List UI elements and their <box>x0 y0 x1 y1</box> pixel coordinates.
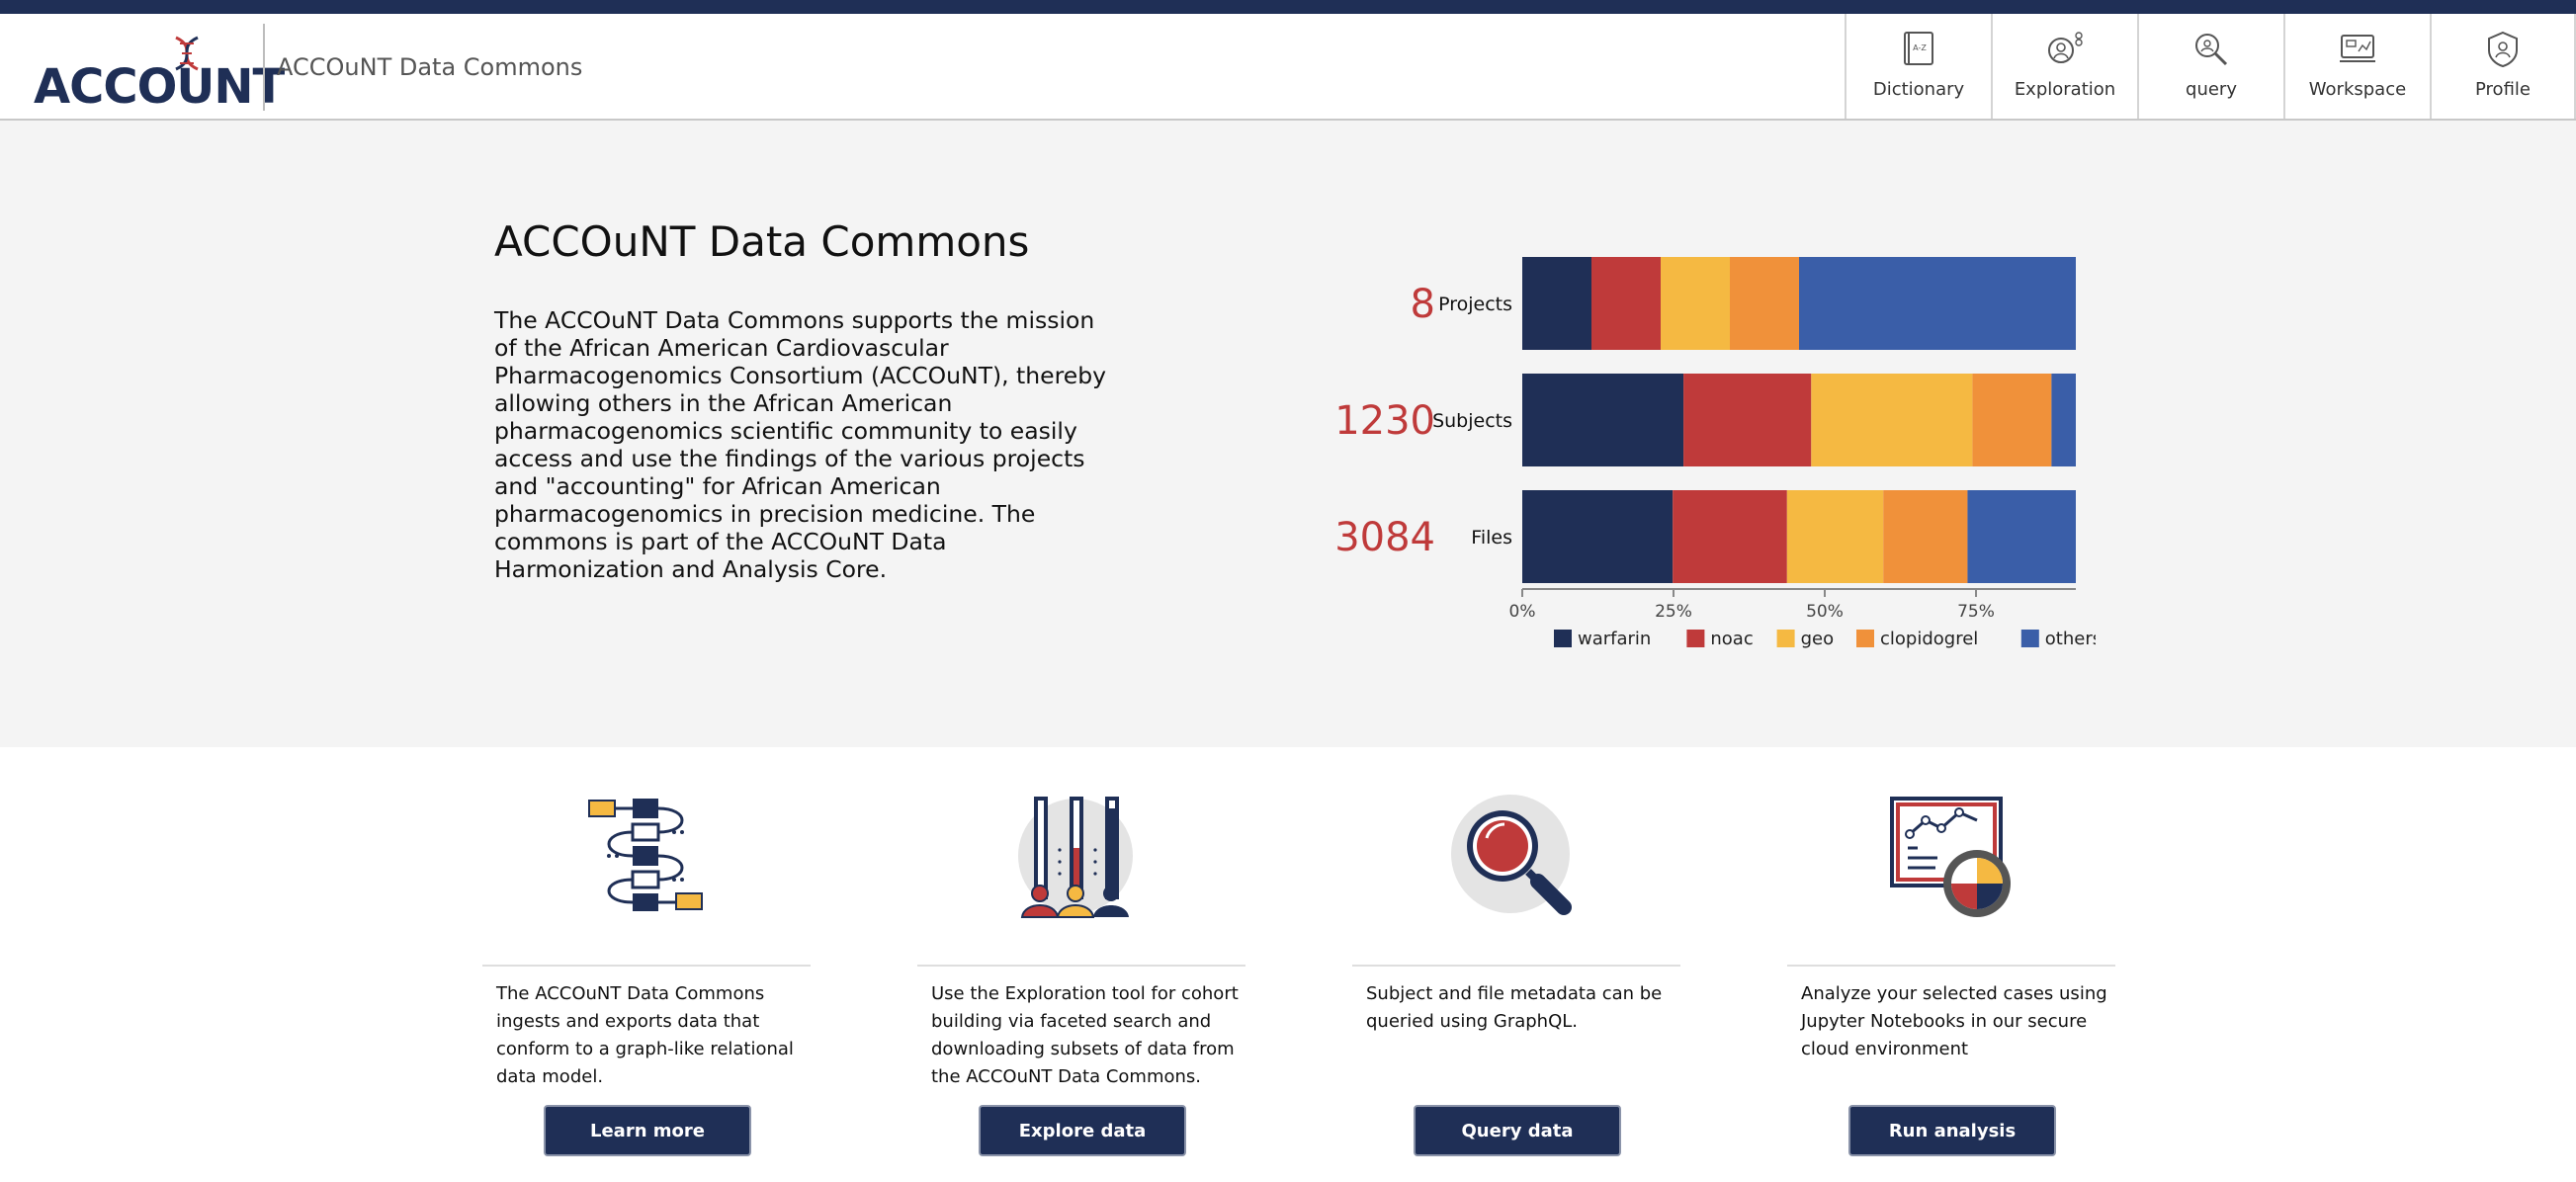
exploration-icon <box>2045 30 2085 69</box>
page-description: The ACCOuNT Data Commons supports the mi… <box>494 306 1107 583</box>
data-model-icon <box>581 791 710 919</box>
magnifier-icon <box>1451 791 1580 919</box>
feature-divider <box>1352 965 1680 967</box>
feature-description: Use the Exploration tool for cohort buil… <box>931 983 1239 1087</box>
page-title: ACCOuNT Data Commons <box>494 217 1030 266</box>
cohort-exploration-icon <box>1016 791 1145 919</box>
bar-segment-geo-projects <box>1661 257 1730 350</box>
feature-description: Subject and file metadata can be queried… <box>1366 983 1663 1032</box>
feature-description: The ACCOuNT Data Commons ingests and exp… <box>496 983 794 1087</box>
nav-dictionary[interactable]: A-Z Dictionary <box>1845 14 1991 119</box>
x-tick-label: 25% <box>1655 602 1692 622</box>
legend-swatch-noac <box>1686 630 1705 647</box>
nav-profile-label: Profile <box>2475 79 2531 100</box>
bar-segment-warfarin-projects <box>1522 257 1591 350</box>
feature-divider <box>482 965 811 967</box>
legend-swatch-geo <box>1776 630 1795 647</box>
nav-profile[interactable]: Profile <box>2430 14 2576 119</box>
nav-exploration[interactable]: Exploration <box>1991 14 2137 119</box>
learn-more-button[interactable]: Learn more <box>544 1105 751 1156</box>
run-analysis-button[interactable]: Run analysis <box>1848 1105 2056 1156</box>
bar-segment-warfarin-files <box>1522 490 1674 583</box>
hero-section: ACCOuNT Data Commons The ACCOuNT Data Co… <box>0 121 2576 747</box>
legend-swatch-others <box>2020 630 2039 647</box>
x-tick-label: 75% <box>1957 602 1995 622</box>
bar-segment-noac-projects <box>1591 257 1661 350</box>
nav-exploration-label: Exploration <box>2014 79 2116 100</box>
legend-label-noac: noac <box>1710 629 1753 649</box>
analysis-report-icon <box>1886 791 2015 919</box>
top-accent-bar <box>0 0 2576 14</box>
query-icon <box>2191 30 2231 69</box>
bar-segment-clopidogrel-files <box>1883 490 1968 583</box>
feature-description: Analyze your selected cases using Jupyte… <box>1801 983 2107 1059</box>
svg-text:A-Z: A-Z <box>1913 43 1927 52</box>
category-label-projects: Projects <box>1438 294 1512 315</box>
bar-segment-clopidogrel-projects <box>1730 257 1799 350</box>
x-tick-label: 0% <box>1509 602 1536 622</box>
summary-chart: 8 Projects 1230 Subjects 3084 Files 0% 25% 50% 75… <box>1325 239 2096 654</box>
total-count-files: 3084 <box>1334 515 1435 560</box>
bar-segment-noac-subjects <box>1683 374 1812 466</box>
bar-segment-geo-files <box>1786 490 1884 583</box>
logo-divider <box>263 24 265 111</box>
app-title: ACCOuNT Data Commons <box>277 53 583 81</box>
legend-label-clopidogrel: clopidogrel <box>1880 629 1978 649</box>
legend-swatch-warfarin <box>1554 630 1572 647</box>
dictionary-icon: A-Z <box>1899 30 1938 69</box>
total-count-subjects: 1230 <box>1334 398 1435 444</box>
nav-dictionary-label: Dictionary <box>1872 79 1965 100</box>
category-label-subjects: Subjects <box>1432 410 1512 432</box>
bar-segment-noac-files <box>1673 490 1787 583</box>
legend-label-geo: geo <box>1801 629 1835 649</box>
total-count-projects: 8 <box>1411 282 1435 327</box>
nav-workspace[interactable]: Workspace <box>2283 14 2430 119</box>
logo-wordmark: ACCOUNT <box>34 59 285 115</box>
profile-icon <box>2483 30 2523 69</box>
query-data-button[interactable]: Query data <box>1414 1105 1621 1156</box>
feature-divider <box>917 965 1245 967</box>
x-tick-label: 50% <box>1806 602 1844 622</box>
explore-data-button[interactable]: Explore data <box>979 1105 1186 1156</box>
category-label-files: Files <box>1471 527 1512 549</box>
bar-segment-others-files <box>1967 490 2076 583</box>
workspace-icon <box>2338 30 2377 69</box>
bar-segment-warfarin-subjects <box>1522 374 1684 466</box>
legend-swatch-clopidogrel <box>1856 630 1874 647</box>
nav-query[interactable]: query <box>2137 14 2283 119</box>
nav-workspace-label: Workspace <box>2308 79 2407 100</box>
legend-label-others: others <box>2045 629 2096 649</box>
nav-query-label: query <box>2186 79 2237 100</box>
account-logo[interactable]: ACCOUNT <box>34 36 285 115</box>
bar-segment-clopidogrel-subjects <box>1972 374 2052 466</box>
dna-helix-icon <box>175 36 199 71</box>
site-header: ACCOUNT ACCOuNT Data Commons A-Z Diction… <box>0 14 2576 121</box>
bar-segment-others-subjects <box>2051 374 2076 466</box>
bar-segment-geo-subjects <box>1811 374 1973 466</box>
top-nav: A-Z Dictionary Exploration <box>1845 14 2576 119</box>
feature-divider <box>1787 965 2115 967</box>
bar-segment-others-projects <box>1799 257 2076 350</box>
legend-label-warfarin: warfarin <box>1578 629 1651 649</box>
